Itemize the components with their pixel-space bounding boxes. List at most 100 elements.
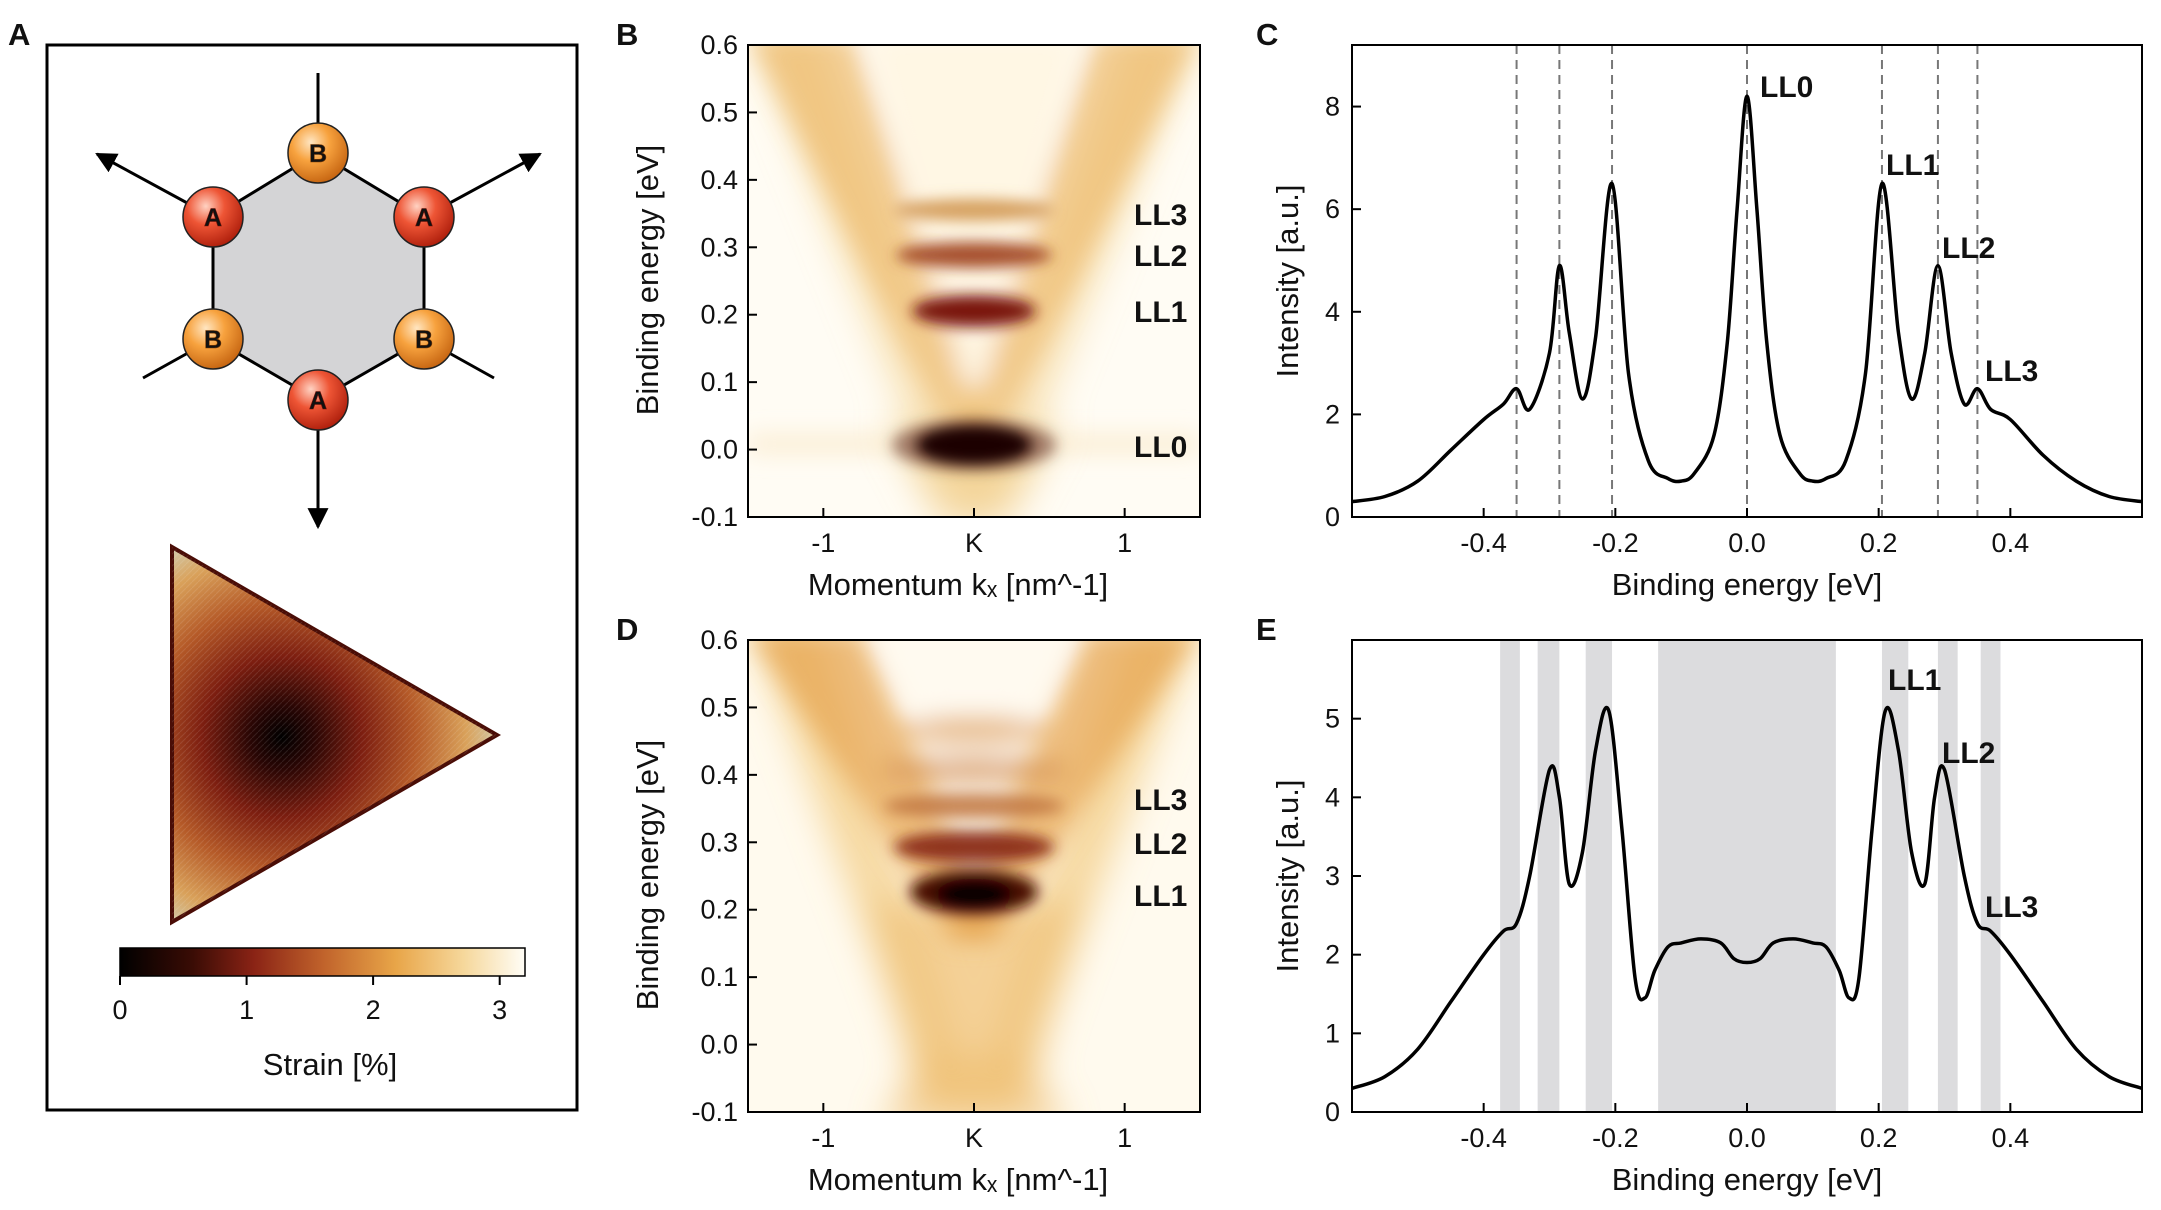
colorbar-tick-3: 3 [492, 995, 507, 1025]
b-xtick-label: 1 [1117, 528, 1132, 558]
b-x-ticks: -1 K 1 [811, 508, 1132, 558]
panel-a-frame [45, 43, 579, 1112]
svg-text:B: B [415, 326, 433, 354]
e-shaded-band [1537, 640, 1560, 1112]
e-y-ticks: 0 1 2 3 4 5 [1325, 704, 1361, 1127]
b-y-ticks: 0.6 0.5 0.4 0.3 0.2 0.1 0.0 -0.1 [691, 30, 757, 532]
panel-d: 0.6 0.5 0.4 0.3 0.2 0.1 0.0 -0.1 -1 K 1 LL3 LL2 L… [630, 625, 1201, 1197]
c-ytick-label: 4 [1325, 297, 1340, 327]
e-ytick-label: 2 [1325, 940, 1340, 970]
e-xtick-label: 0.2 [1860, 1123, 1898, 1153]
c-xlabel: Binding energy [eV] [1612, 567, 1883, 602]
c-label-ll2: LL2 [1942, 232, 1995, 265]
e-xtick-label: -0.2 [1592, 1123, 1639, 1153]
strain-triangle [170, 543, 502, 926]
svg-text:A: A [309, 387, 327, 415]
e-shaded-band [1658, 640, 1836, 1112]
b-xtick-label: -1 [811, 528, 835, 558]
panel-label-e: E [1256, 612, 1277, 647]
panel-e: 0 1 2 3 4 5 -0.4 -0.2 0.0 0.2 0.4 LL1 LL2 LL3 Bin… [1270, 639, 2143, 1197]
e-shaded-band [1500, 640, 1520, 1112]
svg-text:B: B [309, 140, 327, 168]
c-ytick-label: 8 [1325, 92, 1340, 122]
b-label-ll0: LL0 [1134, 431, 1187, 464]
c-ylabel: Intensity [a.u.] [1270, 185, 1305, 378]
c-xtick-label: -0.4 [1460, 528, 1507, 558]
e-ytick-label: 3 [1325, 861, 1340, 891]
d-y-ticks: 0.6 0.5 0.4 0.3 0.2 0.1 0.0 -0.1 [691, 625, 757, 1127]
d-ytick-label: 0.3 [700, 827, 738, 857]
c-ytick-label: 0 [1325, 502, 1340, 532]
d-xtick-label: K [965, 1123, 983, 1153]
e-ytick-label: 1 [1325, 1018, 1340, 1048]
strain-colorbar [119, 947, 526, 977]
b-ytick-label: 0.4 [700, 165, 738, 195]
svg-text:A: A [204, 204, 222, 232]
b-ytick-label: -0.1 [691, 502, 738, 532]
e-label-ll1: LL1 [1888, 664, 1941, 697]
d-ytick-label: -0.1 [691, 1097, 738, 1127]
b-label-ll1: LL1 [1134, 296, 1187, 329]
e-x-ticks: -0.4 -0.2 0.0 0.2 0.4 [1460, 1103, 2029, 1153]
b-label-ll2: LL2 [1134, 240, 1187, 273]
e-spectrum-line [1351, 706, 2143, 1091]
d-ytick-label: 0.0 [700, 1030, 738, 1060]
svg-text:A: A [415, 204, 433, 232]
e-label-ll3: LL3 [1985, 891, 2038, 924]
b-ylabel: Binding energy [eV] [630, 145, 665, 416]
c-label-ll1: LL1 [1886, 149, 1939, 182]
atom-a-bottom: A [287, 369, 349, 431]
c-ytick-label: 2 [1325, 399, 1340, 429]
b-ytick-label: 0.6 [700, 30, 738, 60]
arpes-map-b [748, 45, 1200, 517]
b-ytick-label: 0.2 [700, 300, 738, 330]
e-ytick-label: 4 [1325, 782, 1340, 812]
colorbar-label: Strain [%] [263, 1047, 397, 1082]
c-x-ticks: -0.4 -0.2 0.0 0.2 0.4 [1460, 508, 2029, 558]
d-label-ll2: LL2 [1134, 828, 1187, 861]
panel-a: B A A B B A [45, 43, 579, 1112]
d-ytick-label: 0.2 [700, 895, 738, 925]
e-xtick-label: -0.4 [1460, 1123, 1507, 1153]
colorbar-tick-0: 0 [112, 995, 127, 1025]
e-shaded-band [1937, 640, 1958, 1112]
b-label-ll3: LL3 [1134, 199, 1187, 232]
c-spectrum-line [1351, 94, 2143, 504]
e-ytick-label: 5 [1325, 704, 1340, 734]
svg-text:B: B [204, 326, 222, 354]
panel-label-a: A [8, 17, 30, 52]
e-shaded-band [1585, 640, 1613, 1112]
d-ytick-label: 0.1 [700, 962, 738, 992]
c-xtick-label: -0.2 [1592, 528, 1639, 558]
d-x-ticks: -1 K 1 [811, 1103, 1132, 1153]
d-xtick-label: 1 [1117, 1123, 1132, 1153]
e-xtick-label: 0.4 [1992, 1123, 2030, 1153]
graphene-hexagon [211, 151, 426, 402]
e-label-ll2: LL2 [1942, 737, 1995, 770]
c-xtick-label: 0.0 [1728, 528, 1766, 558]
atom-b-lower-left: B [182, 308, 244, 370]
e-xtick-label: 0.0 [1728, 1123, 1766, 1153]
b-ytick-label: 0.0 [700, 435, 738, 465]
b-ytick-label: 0.1 [700, 367, 738, 397]
d-ytick-label: 0.6 [700, 625, 738, 655]
d-label-ll1: LL1 [1134, 880, 1187, 913]
d-xtick-label: -1 [811, 1123, 835, 1153]
c-label-ll0: LL0 [1760, 71, 1813, 104]
e-shaded-band [1980, 640, 2001, 1112]
c-xtick-label: 0.2 [1860, 528, 1898, 558]
colorbar-tick-1: 1 [239, 995, 254, 1025]
e-shaded-band [1881, 640, 1909, 1112]
panel-label-b: B [616, 17, 638, 52]
colorbar-tick-2: 2 [366, 995, 381, 1025]
e-shaded-bands [1500, 640, 2001, 1112]
arpes-map-d [748, 640, 1200, 1112]
b-ytick-label: 0.5 [700, 97, 738, 127]
e-ytick-label: 0 [1325, 1097, 1340, 1127]
atom-a-upper-right: A [393, 186, 455, 248]
c-label-ll3: LL3 [1985, 355, 2038, 388]
d-ylabel: Binding energy [eV] [630, 740, 665, 1011]
b-ytick-label: 0.3 [700, 232, 738, 262]
